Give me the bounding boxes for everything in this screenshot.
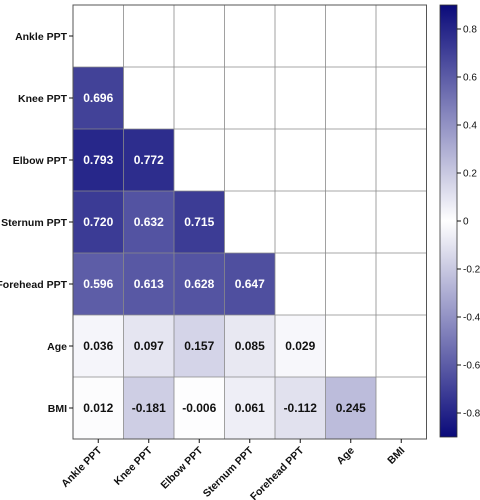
cell-value-label: -0.181 bbox=[132, 401, 166, 415]
heatmap-cell-4-1 bbox=[123, 253, 174, 315]
cell-value-label: 0.097 bbox=[134, 339, 164, 353]
column-label: Forehead PPT bbox=[248, 444, 307, 500]
colorbar: 0.8 0.6 0.4 0.2 0 -0.2 -0.4 -0.6 -0.8 bbox=[439, 4, 480, 438]
cell-value-label: 0.085 bbox=[235, 339, 265, 353]
cell-value-label: 0.596 bbox=[83, 277, 113, 291]
heatmap-cell-4-0 bbox=[73, 253, 124, 315]
colorbar-tick-label: -0.6 bbox=[463, 361, 480, 372]
cell-value-label: -0.006 bbox=[182, 401, 216, 415]
heatmap-cell-3-1 bbox=[123, 191, 174, 253]
cell-value-label: 0.772 bbox=[134, 153, 164, 167]
heatmap-cell-6-0 bbox=[73, 377, 124, 439]
cell-value-label: 0.793 bbox=[83, 153, 113, 167]
cell-value-label: 0.696 bbox=[83, 91, 113, 105]
cell-value-label: 0.613 bbox=[134, 277, 164, 291]
cell-value-label: 0.036 bbox=[83, 339, 113, 353]
heatmap-cell-6-4 bbox=[275, 377, 326, 439]
colorbar-gradient bbox=[439, 4, 458, 438]
heatmap-cell-6-3 bbox=[224, 377, 275, 439]
heatmap-cell-5-0 bbox=[73, 315, 124, 377]
column-label: Ankle PPT bbox=[59, 444, 105, 490]
heatmap-cell-1-0 bbox=[73, 67, 124, 129]
row-label: Forehead PPT bbox=[0, 279, 68, 291]
heatmap-cells bbox=[73, 67, 376, 439]
cell-value-label: 0.632 bbox=[134, 215, 164, 229]
cell-value-label: 0.157 bbox=[184, 339, 214, 353]
heatmap-cell-5-4 bbox=[275, 315, 326, 377]
cell-value-label: 0.720 bbox=[83, 215, 113, 229]
colorbar-tick-label: -0.4 bbox=[463, 313, 480, 324]
column-label: Sternum PPT bbox=[201, 444, 257, 500]
row-label: Ankle PPT bbox=[15, 31, 68, 43]
cell-value-label: -0.112 bbox=[284, 401, 318, 415]
heatmap-cell-4-2 bbox=[174, 253, 225, 315]
heatmap-cell-2-1 bbox=[123, 129, 174, 191]
colorbar-tick-label: 0.6 bbox=[463, 73, 477, 84]
heatmap-cell-3-2 bbox=[174, 191, 225, 253]
heatmap-cell-5-2 bbox=[174, 315, 225, 377]
row-label: BMI bbox=[48, 403, 67, 415]
row-axis-labels: Ankle PPT Knee PPT Elbow PPT Sternum PPT For… bbox=[0, 31, 73, 415]
row-label: Elbow PPT bbox=[13, 155, 68, 167]
heatmap-cell-labels: 0.696 0.793 0.772 0.720 0.632 0.715 0.596 0.613… bbox=[83, 91, 366, 415]
colorbar-tick-label: 0 bbox=[463, 217, 469, 228]
cell-value-label: 0.061 bbox=[235, 401, 265, 415]
column-label: Age bbox=[334, 445, 357, 468]
colorbar-tick-label: 0.8 bbox=[463, 25, 477, 36]
heatmap-cell-6-5 bbox=[325, 377, 376, 439]
heatmap-cell-4-3 bbox=[224, 253, 275, 315]
cell-value-label: 0.628 bbox=[184, 277, 214, 291]
heatmap-cell-2-0 bbox=[73, 129, 124, 191]
cell-value-label: 0.029 bbox=[285, 339, 315, 353]
heatmap-cell-6-2 bbox=[174, 377, 225, 439]
row-label: Knee PPT bbox=[18, 93, 68, 105]
cell-value-label: 0.715 bbox=[184, 215, 214, 229]
column-label: Knee PPT bbox=[112, 444, 156, 488]
row-label: Sternum PPT bbox=[1, 217, 68, 229]
colorbar-tick-label: -0.8 bbox=[463, 409, 480, 420]
colorbar-tick-label: 0.4 bbox=[463, 121, 477, 132]
colorbar-tick-label: -0.2 bbox=[463, 265, 480, 276]
heatmap-cell-5-3 bbox=[224, 315, 275, 377]
column-label: BMI bbox=[385, 445, 407, 467]
cell-value-label: 0.647 bbox=[235, 277, 265, 291]
row-label: Age bbox=[47, 341, 67, 353]
heatmap-cell-5-1 bbox=[123, 315, 174, 377]
cell-value-label: 0.245 bbox=[336, 401, 366, 415]
column-label: Elbow PPT bbox=[159, 444, 206, 491]
heatmap-cell-6-1 bbox=[123, 377, 174, 439]
heatmap-cell-3-0 bbox=[73, 191, 124, 253]
colorbar-tick-label: 0.2 bbox=[463, 169, 477, 180]
cell-value-label: 0.012 bbox=[83, 401, 113, 415]
